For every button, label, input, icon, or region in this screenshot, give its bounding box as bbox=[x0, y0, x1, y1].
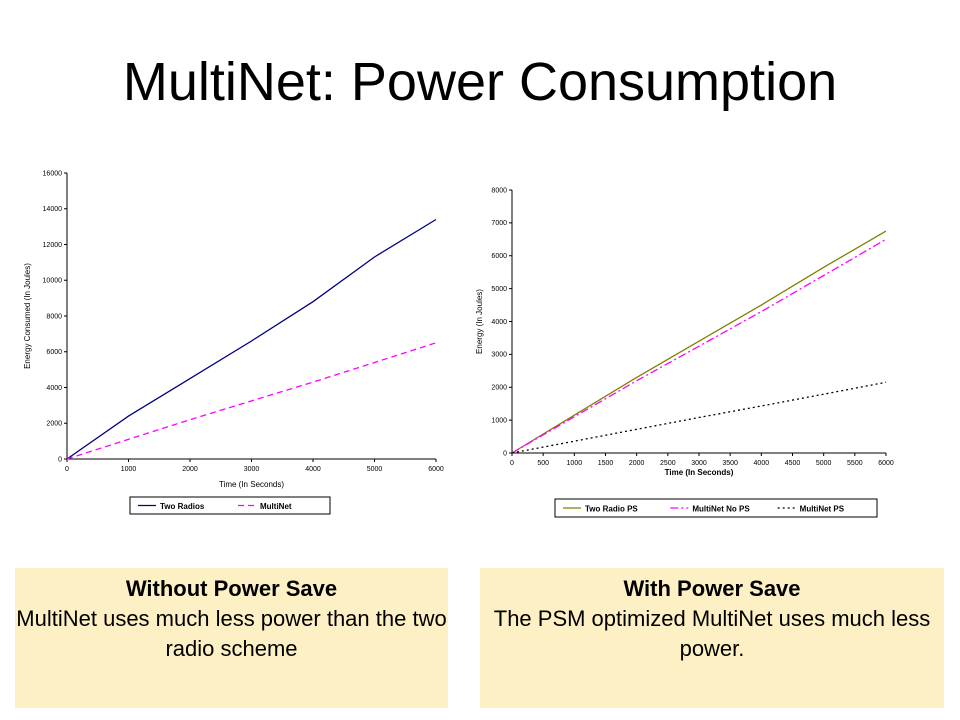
energy-chart-without-power-save: 0 1000 2000 3000 4000 5000 6000 0 2000 4000 6000 80… bbox=[23, 170, 444, 515]
x-tick-label: 5000 bbox=[367, 466, 383, 473]
series-line-multinet-no-ps bbox=[511, 238, 887, 454]
x-tick-label: 4000 bbox=[305, 466, 321, 473]
series-line-two-radios bbox=[66, 218, 437, 460]
x-tick-label: 6000 bbox=[428, 466, 444, 473]
y-tick-label: 12000 bbox=[43, 242, 63, 249]
x-tick-label: 1000 bbox=[121, 466, 137, 473]
x-tick-label: 500 bbox=[537, 460, 549, 467]
energy-chart-with-power-save: 0 500 1000 1500 2000 2500 3000 3500 4000 4500 5000… bbox=[475, 187, 894, 518]
x-tick-label: 2000 bbox=[629, 460, 645, 467]
y-tick-label: 1000 bbox=[491, 417, 507, 424]
legend-box bbox=[554, 498, 878, 518]
y-tick-label: 0 bbox=[58, 456, 62, 463]
x-axis-label: Time (In Seconds) bbox=[665, 468, 734, 477]
x-tick-label: 1000 bbox=[567, 460, 583, 467]
x-tick-label: 2000 bbox=[182, 466, 198, 473]
series-line-multinet bbox=[66, 342, 437, 460]
y-tick-label: 2000 bbox=[46, 421, 62, 428]
series-line-multinet-ps bbox=[511, 381, 887, 454]
series-line-two-radio-ps bbox=[511, 230, 887, 454]
y-axis-label: Energy (In Joules) bbox=[475, 289, 484, 354]
x-tick-label: 0 bbox=[510, 460, 514, 467]
x-tick-label: 3000 bbox=[244, 466, 260, 473]
y-tick-label: 10000 bbox=[43, 278, 63, 285]
y-tick-label: 7000 bbox=[491, 220, 507, 227]
caption-with-power-save: With Power Save The PSM optimized MultiN… bbox=[480, 568, 944, 708]
x-tick-label: 3500 bbox=[722, 460, 738, 467]
y-tick-label: 3000 bbox=[491, 352, 507, 359]
legend-label: Two Radio PS bbox=[585, 505, 638, 514]
x-tick-label: 2500 bbox=[660, 460, 676, 467]
caption-without-power-save: Without Power Save MultiNet uses much le… bbox=[15, 568, 448, 708]
caption-text: The PSM optimized MultiNet uses much les… bbox=[493, 606, 931, 661]
y-tick-label: 4000 bbox=[46, 385, 62, 392]
slide-title: MultiNet: Power Consumption bbox=[122, 52, 838, 112]
y-tick-label: 14000 bbox=[43, 206, 63, 213]
x-tick-label: 0 bbox=[65, 466, 69, 473]
caption-title: With Power Save bbox=[623, 576, 801, 601]
y-tick-label: 5000 bbox=[491, 286, 507, 293]
y-tick-label: 8000 bbox=[491, 187, 507, 194]
x-tick-label: 4000 bbox=[754, 460, 770, 467]
x-axis-label: Time (In Seconds) bbox=[219, 480, 284, 489]
caption-text: MultiNet uses much less power than the t… bbox=[16, 606, 447, 661]
y-tick-label: 16000 bbox=[43, 170, 63, 177]
y-axis-label: Energy Consumed (In Joules) bbox=[23, 263, 32, 369]
legend-label: Two Radios bbox=[160, 502, 205, 511]
legend-label: MultiNet bbox=[260, 502, 292, 511]
x-tick-label: 5500 bbox=[847, 460, 863, 467]
y-tick-label: 4000 bbox=[491, 319, 507, 326]
legend-label: MultiNet No PS bbox=[692, 505, 750, 514]
x-tick-label: 1500 bbox=[598, 460, 614, 467]
y-tick-label: 0 bbox=[503, 450, 507, 457]
legend-label: MultiNet PS bbox=[800, 505, 845, 514]
caption-title: Without Power Save bbox=[125, 576, 338, 601]
x-tick-label: 3000 bbox=[691, 460, 707, 467]
y-tick-label: 6000 bbox=[491, 253, 507, 260]
y-tick-label: 6000 bbox=[46, 349, 62, 356]
legend-box bbox=[129, 496, 331, 515]
y-tick-label: 2000 bbox=[491, 385, 507, 392]
y-tick-label: 8000 bbox=[46, 313, 62, 320]
x-tick-label: 6000 bbox=[878, 460, 894, 467]
x-tick-label: 5000 bbox=[816, 460, 832, 467]
x-tick-label: 4500 bbox=[785, 460, 801, 467]
